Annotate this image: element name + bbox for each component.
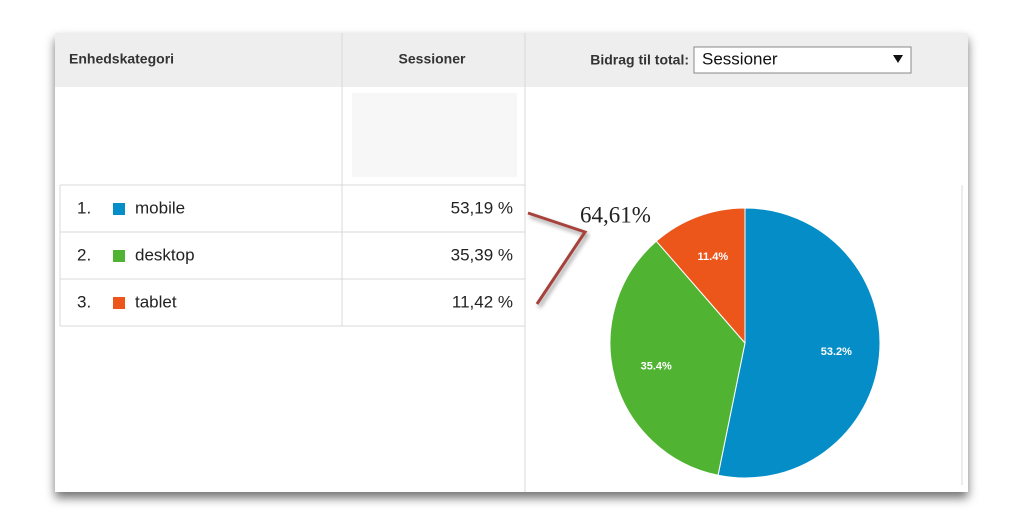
device-name: mobile xyxy=(135,198,185,217)
pie-slice xyxy=(655,207,746,345)
row-index: 1. xyxy=(77,198,91,217)
sessions-share: 53,19 % xyxy=(451,198,513,217)
legend-swatch xyxy=(113,203,125,215)
slice-label: 35.4% xyxy=(641,360,672,372)
dropdown-arrow[interactable] xyxy=(893,55,903,63)
empty-cell xyxy=(352,93,517,177)
row-index: 3. xyxy=(77,292,91,311)
dropdown[interactable] xyxy=(693,46,912,74)
row-index: 2. xyxy=(77,245,91,264)
sessions-share: 11,42 % xyxy=(452,292,513,311)
legend-swatch xyxy=(113,297,125,309)
dropdown-value[interactable]: Sessioner xyxy=(702,49,778,68)
annotation-bracket xyxy=(527,211,588,305)
annotation: 64,61% xyxy=(580,202,651,227)
sessions-share: 35,39 % xyxy=(451,245,513,264)
device-name: desktop xyxy=(135,245,195,264)
column-header: Bidrag til total: xyxy=(590,52,689,68)
slice-label: 11.4% xyxy=(698,251,729,263)
table-lines xyxy=(59,33,963,492)
pie-slice xyxy=(717,207,881,479)
device-name: tablet xyxy=(135,292,177,311)
legend-swatch xyxy=(113,250,125,262)
column-header: Sessioner xyxy=(399,51,466,67)
slice-label: 53.2% xyxy=(821,346,852,358)
column-header: Enhedskategori xyxy=(69,51,174,67)
pie-slice xyxy=(609,240,746,476)
